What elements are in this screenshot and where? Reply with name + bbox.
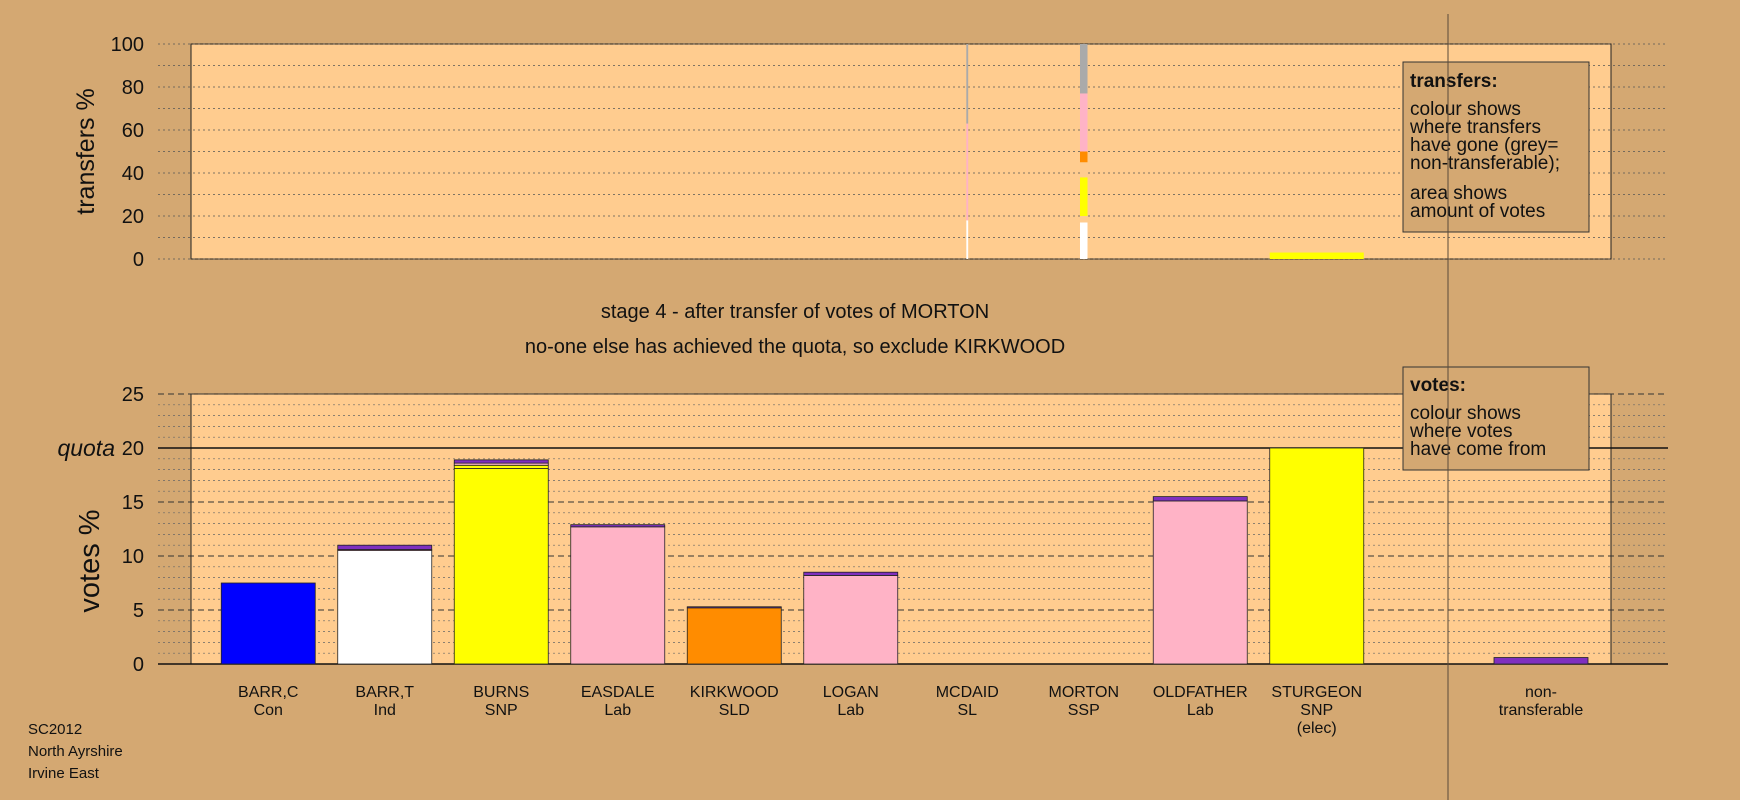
transfers-legend-line: non-transferable); — [1410, 153, 1560, 174]
transfer-segment — [1079, 222, 1088, 259]
vote-segment — [337, 550, 433, 665]
transfers-y-axis-label: transfers % — [72, 88, 100, 214]
votes-legend-line: where votes — [1409, 421, 1512, 442]
candidate-name-label: BURNS — [473, 684, 529, 701]
votes-y-tick-label: 0 — [133, 654, 144, 676]
votes-legend-line: colour shows — [1410, 403, 1521, 424]
transfer-segment — [1079, 151, 1088, 163]
votes-y-tick-label: 5 — [133, 600, 144, 622]
vote-segment — [1269, 447, 1365, 665]
vote-segment — [803, 571, 899, 576]
votes-legend-title: votes: — [1410, 375, 1466, 396]
transfers-legend-line: have gone (grey= — [1410, 135, 1558, 156]
vote-segment — [453, 459, 549, 464]
transfers-y-tick-label: 80 — [122, 77, 144, 99]
transfer-segment — [1269, 252, 1364, 259]
transfer-segment — [966, 123, 969, 221]
votes-y-tick-label: 20 — [122, 438, 144, 460]
transfers-panel: 0 20 40 60 80 100 transfers % transfers: colour … — [72, 34, 1668, 271]
vote-segment — [570, 526, 666, 665]
candidate-name-label: BARR,T — [355, 684, 414, 701]
quota-label: quota — [57, 435, 115, 461]
candidate-party-label: Lab — [1187, 702, 1214, 719]
candidate-party-label: SL — [957, 702, 977, 719]
candidate-party-label: SLD — [719, 702, 750, 719]
votes-legend-box — [1402, 366, 1590, 471]
vote-segment — [686, 607, 782, 665]
candidate-party-label: Ind — [374, 702, 396, 719]
transfer-segment — [1079, 162, 1088, 178]
footer-line-2: North Ayrshire — [28, 743, 123, 760]
transfers-y-tick-label: 0 — [133, 249, 144, 271]
candidate-party-label: Lab — [837, 702, 864, 719]
stage-title: stage 4 - after transfer of votes of MOR… — [601, 301, 989, 323]
transfer-segment — [1079, 93, 1088, 152]
candidate-name-label: BARR,C — [238, 684, 298, 701]
candidate-party-label: Lab — [604, 702, 631, 719]
transfers-y-tick-label: 20 — [122, 206, 144, 228]
vote-segment — [803, 575, 899, 665]
vote-segment — [570, 524, 666, 528]
candidate-name-label: STURGEON — [1271, 684, 1362, 701]
vote-segment — [1152, 500, 1248, 665]
candidate-name-label: KIRKWOOD — [690, 684, 779, 701]
transfers-legend-line: area shows — [1410, 183, 1507, 204]
transfers-legend-title: transfers: — [1410, 71, 1498, 92]
transfers-y-tick-label: 40 — [122, 163, 144, 185]
vote-segment — [1493, 657, 1589, 665]
votes-y-tick-label: 10 — [122, 546, 144, 568]
vote-segment — [337, 544, 433, 550]
stage-subtitle: no-one else has achieved the quota, so e… — [525, 336, 1065, 358]
votes-y-tick-label: 15 — [122, 492, 144, 514]
candidate-name-label: EASDALE — [581, 684, 655, 701]
nontransferable-label: non- — [1525, 684, 1557, 701]
transfers-y-tick-label: 100 — [111, 34, 144, 56]
candidate-name-label: OLDFATHER — [1153, 684, 1248, 701]
vote-segment — [453, 464, 549, 469]
transfers-y-tick-label: 60 — [122, 120, 144, 142]
transfer-segment — [1079, 44, 1088, 94]
footer-line-1: SC2012 — [28, 721, 82, 738]
candidate-name-label: MORTON — [1048, 684, 1119, 701]
transfers-legend-box — [1402, 61, 1590, 233]
vote-segment — [1152, 496, 1248, 502]
votes-y-tick-label: 25 — [122, 384, 144, 406]
candidate-party-label: SNP — [485, 702, 518, 719]
vote-segment — [220, 582, 316, 665]
votes-legend-line: have come from — [1410, 439, 1546, 460]
candidate-party-label: Con — [254, 702, 283, 719]
transfer-segment — [1079, 216, 1088, 223]
transfers-legend-line: amount of votes — [1410, 201, 1545, 222]
nontransferable-label: transferable — [1499, 702, 1584, 719]
vote-segment — [686, 606, 782, 609]
candidate-name-label: MCDAID — [936, 684, 999, 701]
candidate-party-label: SNP — [1300, 702, 1333, 719]
transfers-legend-line: colour shows — [1410, 99, 1521, 120]
transfer-segment — [966, 220, 969, 259]
votes-y-axis-label: votes % — [74, 509, 106, 612]
transfers-legend-line: where transfers — [1409, 117, 1541, 138]
candidate-party-label: SSP — [1068, 702, 1100, 719]
candidate-note-label: (elec) — [1297, 720, 1337, 737]
vote-segment — [453, 468, 549, 665]
candidate-name-label: LOGAN — [823, 684, 879, 701]
footer-line-3: Irvine East — [28, 765, 100, 782]
transfer-segment — [1079, 177, 1088, 216]
transfer-segment — [966, 44, 969, 124]
